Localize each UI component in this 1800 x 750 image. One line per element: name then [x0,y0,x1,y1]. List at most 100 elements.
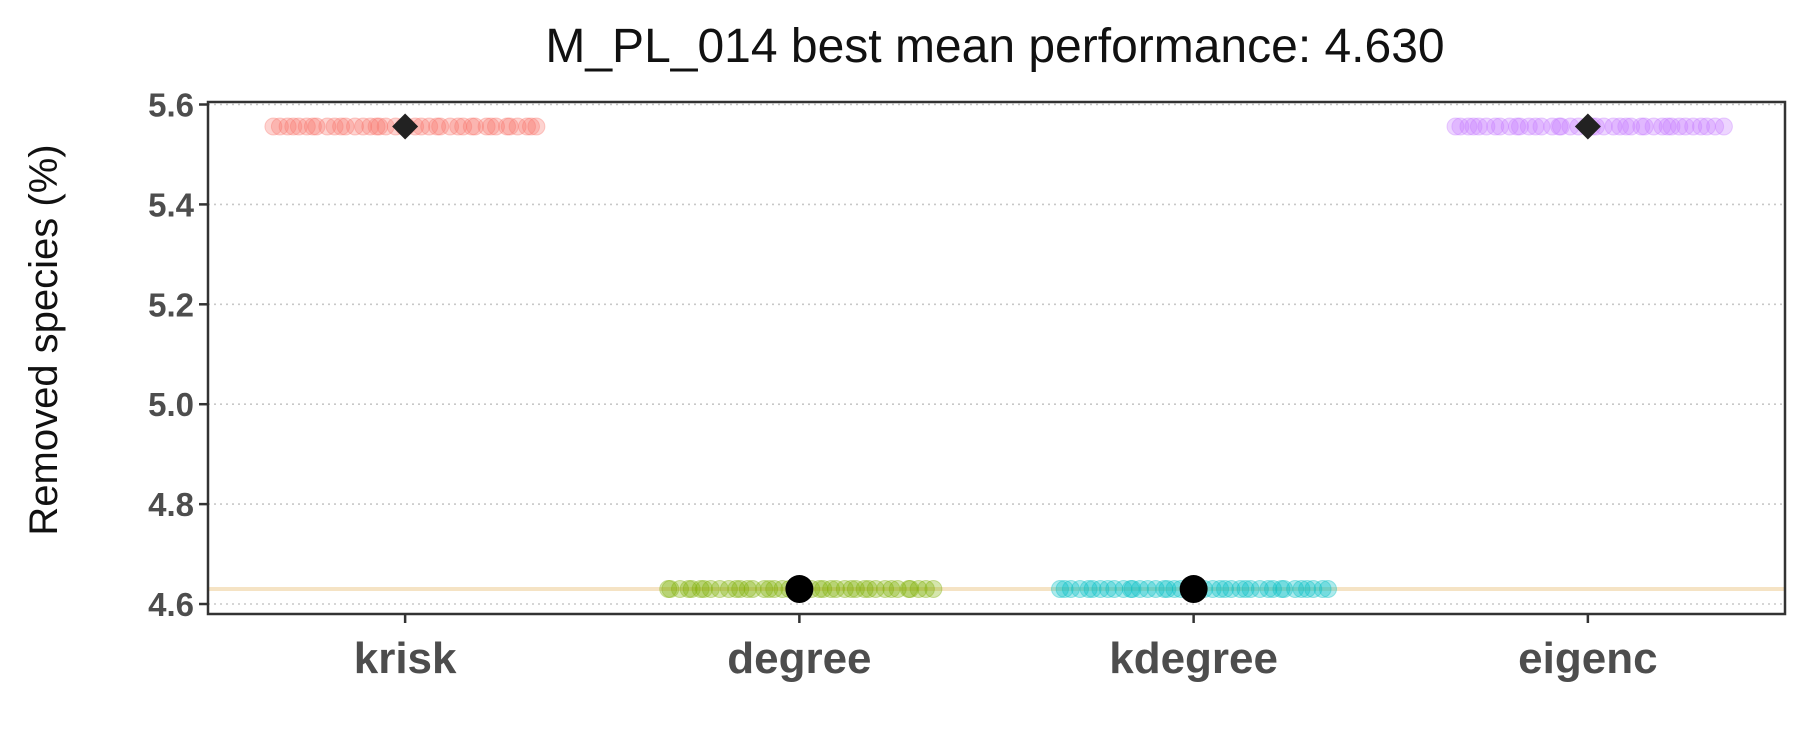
point-degree [659,580,678,599]
y-tick-label: 5.6 [148,86,194,123]
point-degree [916,580,935,599]
point-kdegree [1216,580,1234,599]
point-kdegree [1123,580,1142,599]
point-degree [876,580,895,599]
point-degree [695,580,713,599]
point-krisk [307,117,326,136]
point-degree [924,580,943,599]
point-kdegree [1292,580,1311,599]
point-kdegree [1146,580,1165,599]
point-degree [661,580,680,599]
x-tick-label-krisk: krisk [354,634,457,683]
point-eigenc [1653,117,1672,136]
point-krisk [318,117,337,136]
data-points [264,117,1733,599]
point-eigenc [1446,117,1465,136]
point-eigenc [1692,117,1710,136]
point-eigenc [1486,117,1505,136]
point-eigenc [1550,117,1569,136]
point-kdegree [1298,580,1317,599]
point-degree [842,580,861,599]
point-krisk [454,117,473,136]
point-degree [731,580,750,599]
point-kdegree [1231,580,1250,599]
point-eigenc [1684,117,1703,136]
point-krisk [487,117,505,136]
point-krisk [264,117,283,136]
point-kdegree [1158,580,1177,599]
point-kdegree [1211,580,1230,599]
point-eigenc [1459,117,1478,136]
point-kdegree [1083,580,1102,599]
y-axis-label: Removed species (%) [22,144,66,535]
point-eigenc [1676,117,1695,136]
point-kdegree [1272,580,1291,599]
point-kdegree [1222,580,1241,599]
point-krisk [466,117,484,136]
point-kdegree [1286,580,1305,599]
point-eigenc [1543,117,1562,136]
point-kdegree [1155,580,1174,599]
point-krisk [518,117,536,136]
point-eigenc [1477,117,1496,136]
point-eigenc [1611,117,1629,136]
y-tick-label: 5.2 [148,286,194,323]
point-eigenc [1469,117,1488,136]
mean-marker-eigenc [1574,113,1601,140]
point-krisk [428,117,447,136]
point-krisk [289,117,308,136]
point-kdegree [1138,580,1157,599]
point-degree [760,580,779,599]
point-krisk [477,117,496,136]
point-kdegree [1061,580,1080,599]
point-degree [814,580,833,599]
mean-marker-kdegree [1179,575,1208,604]
x-axis: krisk degree kdegree eigenc [354,614,1658,683]
y-tick-label: 5.0 [148,386,194,423]
point-degree [822,580,841,599]
point-degree [671,580,689,599]
point-eigenc [1604,117,1623,136]
point-kdegree [1105,580,1124,599]
point-krisk [336,117,355,136]
mean-marker-degree [785,575,814,604]
point-kdegree [1304,580,1323,599]
x-tick-label-kdegree: kdegree [1109,634,1278,683]
mean-marker-krisk [392,113,419,140]
point-eigenc [1644,117,1663,136]
point-degree [835,580,854,599]
point-degree [765,580,784,599]
y-axis: 4.6 4.8 5.0 5.2 5.4 5.6 [148,86,208,623]
point-kdegree [1055,580,1074,599]
point-krisk [367,117,386,136]
point-degree [859,580,878,599]
point-kdegree [1259,580,1278,599]
point-eigenc [1714,117,1733,136]
point-degree [901,580,920,599]
point-eigenc [1491,117,1509,136]
point-krisk [508,117,527,136]
point-eigenc [1622,117,1641,136]
point-kdegree [1121,580,1140,599]
point-degree [866,580,885,599]
point-kdegree [1131,580,1149,599]
point-eigenc [1697,117,1716,136]
point-degree [682,580,701,599]
point-degree [679,580,698,599]
point-kdegree [1071,580,1089,599]
point-krisk [278,117,297,136]
point-degree [701,580,720,599]
y-tick-label: 4.6 [148,586,194,623]
point-degree [755,580,774,599]
point-kdegree [1250,580,1269,599]
point-eigenc [1451,117,1470,136]
point-degree [738,580,757,599]
point-eigenc [1670,117,1689,136]
point-kdegree [1319,580,1337,599]
point-eigenc [1464,117,1483,136]
point-eigenc [1511,117,1529,136]
point-krisk [449,117,468,136]
point-krisk [361,117,380,136]
point-degree [827,580,845,599]
